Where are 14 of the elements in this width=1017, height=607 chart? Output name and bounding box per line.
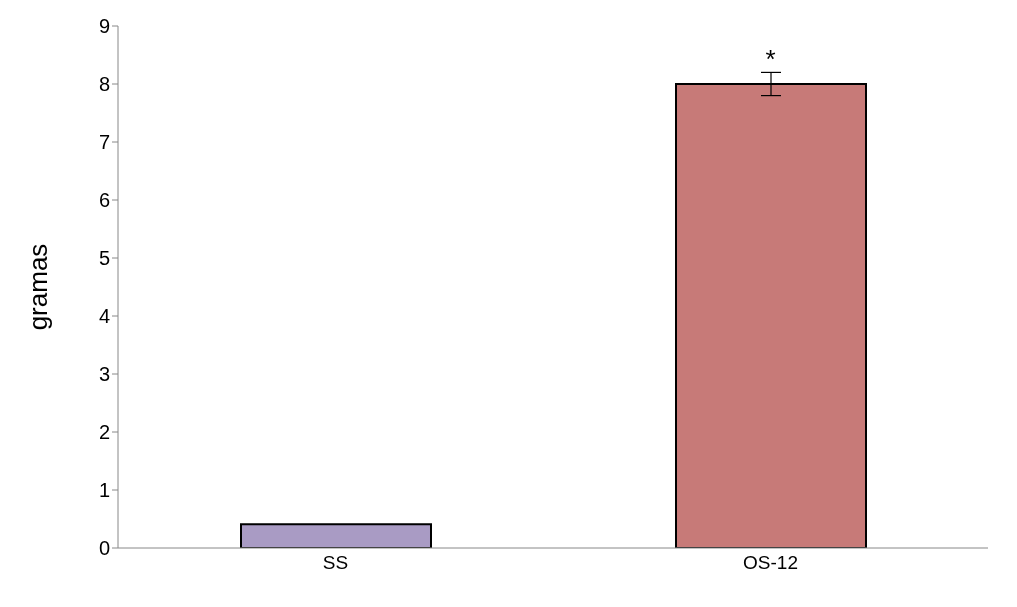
annotation: * (765, 44, 776, 75)
x-tick-label: OS-12 (743, 552, 798, 574)
y-tick-label: 6 (98, 189, 110, 212)
y-axis-title: gramas (23, 243, 54, 331)
x-tick-label: SS (322, 552, 349, 574)
y-tick-label: 1 (98, 479, 110, 502)
y-tick-label: 5 (98, 247, 110, 270)
y-tick-label: 7 (98, 131, 110, 154)
y-tick-label: 4 (98, 305, 110, 328)
y-tick-label: 3 (98, 363, 110, 386)
y-tick-label: 2 (98, 421, 110, 444)
y-tick-label: 0 (98, 537, 110, 560)
y-tick-label: 8 (98, 73, 110, 96)
y-tick-label: 9 (98, 15, 110, 38)
